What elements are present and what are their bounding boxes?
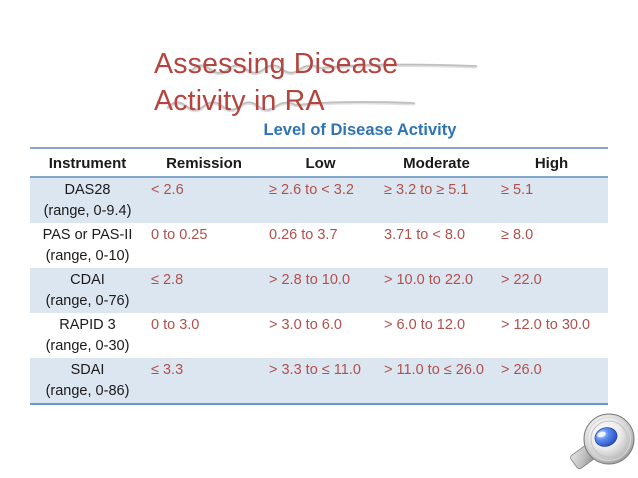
instrument-name: PAS or PAS-II xyxy=(42,227,133,243)
value-cell: > 10.0 to 22.0 xyxy=(378,268,495,313)
slide-title: Assessing Disease Activity in RA xyxy=(154,46,504,120)
instrument-cell-rapid3: RAPID 3 (range, 0-30) xyxy=(30,313,145,358)
instrument-range: (range, 0-86) xyxy=(45,383,130,399)
value-cell: ≥ 8.0 xyxy=(501,227,534,243)
value-cell: > 3.3 to ≤ 11.0 xyxy=(263,358,378,403)
value-cell: > 12.0 to 30.0 xyxy=(501,317,591,333)
instrument-range: (range, 0-30) xyxy=(45,338,130,354)
instrument-name: RAPID 3 xyxy=(59,317,116,333)
instrument-name: DAS28 xyxy=(64,182,111,198)
value-cell: ≥ 3.2 to ≥ 5.1 xyxy=(378,178,495,223)
value-cell: 3.71 to < 8.0 xyxy=(384,227,466,243)
brush-stroke-decoration xyxy=(166,63,478,113)
title-line-1: Assessing Disease xyxy=(154,48,399,80)
speaker-icon[interactable] xyxy=(570,408,636,474)
value-cell: > 6.0 to 12.0 xyxy=(384,317,466,333)
instrument-name: SDAI xyxy=(70,362,105,378)
value-cell: ≤ 3.3 xyxy=(145,358,263,403)
instrument-cell-cdai: CDAI (range, 0-76) xyxy=(30,268,145,313)
column-header-instrument: Instrument xyxy=(30,149,145,178)
column-header-high: High xyxy=(495,149,608,178)
value-cell: > 2.8 to 10.0 xyxy=(263,268,378,313)
instrument-cell-pas: PAS or PAS-II (range, 0-10) xyxy=(30,223,145,268)
value-cell: 0.26 to 3.7 xyxy=(269,227,338,243)
value-cell: 0 to 0.25 xyxy=(151,227,208,243)
column-header-low: Low xyxy=(263,149,378,178)
instrument-range: (range, 0-10) xyxy=(45,248,130,264)
instrument-cell-das28: DAS28 (range, 0-9.4) xyxy=(30,178,145,223)
column-header-remission: Remission xyxy=(145,149,263,178)
value-cell: > 22.0 xyxy=(495,268,608,313)
title-line-2: Activity in RA xyxy=(154,85,325,117)
instrument-range: (range, 0-76) xyxy=(45,293,130,309)
instrument-name: CDAI xyxy=(70,272,105,288)
value-cell: 0 to 3.0 xyxy=(151,317,200,333)
instrument-cell-sdai: SDAI (range, 0-86) xyxy=(30,358,145,403)
column-header-moderate: Moderate xyxy=(378,149,495,178)
value-cell: < 2.6 xyxy=(145,178,263,223)
value-cell: > 11.0 to ≤ 26.0 xyxy=(378,358,495,403)
value-cell: > 3.0 to 6.0 xyxy=(269,317,342,333)
value-cell: ≥ 5.1 xyxy=(495,178,608,223)
value-cell: ≤ 2.8 xyxy=(145,268,263,313)
value-cell: > 26.0 xyxy=(495,358,608,403)
value-cell: ≥ 2.6 to < 3.2 xyxy=(263,178,378,223)
disease-activity-table: Instrument Remission Low Moderate High D… xyxy=(30,147,608,405)
instrument-range: (range, 0-9.4) xyxy=(43,203,132,219)
table-caption: Level of Disease Activity xyxy=(263,121,457,139)
